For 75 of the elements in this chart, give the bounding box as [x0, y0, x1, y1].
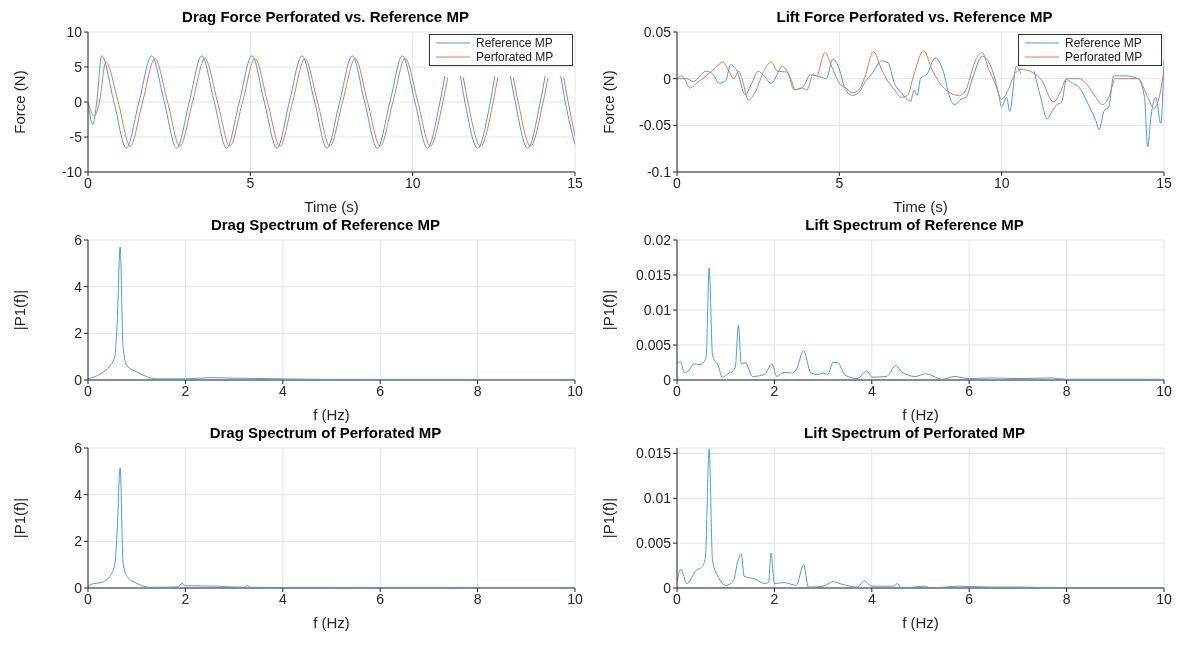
y-tick-label: 0 — [663, 579, 672, 596]
y-tick-label: 0.02 — [643, 231, 672, 248]
chart-title: Drag Spectrum of Reference MP — [210, 216, 441, 233]
x-tick-label: 6 — [965, 590, 974, 607]
y-tick-label: 0 — [74, 579, 83, 596]
y-tick-label: 0 — [663, 371, 672, 388]
chart-title: Drag Force Perforated vs. Reference MP — [182, 8, 469, 25]
x-tick-label: 4 — [278, 382, 287, 399]
x-tick-label: 6 — [965, 382, 974, 399]
x-tick-label: 4 — [867, 382, 876, 399]
legend-label: Reference MP — [476, 36, 553, 50]
y-tick-label: 0.005 — [635, 336, 672, 353]
x-tick-label: 2 — [770, 382, 779, 399]
y-tick-label: 0.015 — [635, 445, 672, 462]
y-tick-label: 4 — [74, 486, 83, 503]
y-tick-label: 0.05 — [643, 23, 672, 40]
y-tick-label: 0.01 — [643, 490, 672, 507]
y-tick-label: -5 — [69, 128, 83, 145]
x-tick-label: 6 — [376, 382, 385, 399]
x-tick-label: 8 — [1062, 590, 1071, 607]
x-tick-label: 5 — [835, 174, 844, 191]
x-tick-label: 10 — [1156, 590, 1172, 607]
x-tick-label: 8 — [1062, 382, 1071, 399]
chart-title: Drag Spectrum of Perforated MP — [209, 424, 442, 441]
x-tick-label: 8 — [473, 590, 482, 607]
y-tick-label: 0 — [74, 371, 83, 388]
y-tick-label: 6 — [74, 439, 83, 456]
y-axis-title: |P1(f)| — [600, 497, 618, 539]
x-tick-label: 10 — [567, 590, 583, 607]
y-axis-title: Force (N) — [600, 70, 618, 134]
y-axis-title: Force (N) — [11, 70, 29, 134]
chart-title: Lift Spectrum of Reference MP — [805, 216, 1024, 233]
legend-label: Reference MP — [1065, 36, 1142, 50]
x-axis-title: Time (s) — [304, 198, 359, 215]
x-tick-label: 10 — [567, 382, 583, 399]
y-tick-label: 0.005 — [635, 535, 672, 552]
y-tick-label: 0.01 — [643, 301, 672, 318]
y-tick-label: 4 — [74, 278, 83, 295]
x-axis-title: f (Hz) — [902, 406, 939, 423]
x-axis-title: Time (s) — [893, 198, 948, 215]
y-axis-title: |P1(f)| — [600, 289, 618, 331]
x-tick-label: 10 — [1156, 382, 1172, 399]
x-tick-label: 6 — [376, 590, 385, 607]
chart-title: Lift Spectrum of Perforated MP — [803, 424, 1026, 442]
x-tick-label: 2 — [181, 382, 190, 399]
y-tick-label: 2 — [74, 325, 83, 342]
legend-label: Perforated MP — [476, 50, 554, 64]
y-tick-label: 6 — [74, 231, 83, 248]
x-tick-label: 2 — [181, 590, 190, 607]
x-tick-label: 10 — [404, 174, 421, 191]
y-tick-label: 0.015 — [635, 266, 672, 283]
y-axis-title: |P1(f)| — [11, 497, 29, 539]
y-tick-label: 5 — [74, 58, 83, 75]
chart-title: Lift Force Perforated vs. Reference MP — [776, 8, 1053, 25]
x-tick-label: 5 — [246, 174, 255, 191]
x-axis-title: f (Hz) — [902, 614, 939, 631]
x-axis-title: f (Hz) — [313, 614, 350, 631]
x-tick-label: 2 — [770, 590, 779, 607]
x-tick-label: 10 — [993, 174, 1010, 191]
y-tick-label: 10 — [66, 23, 83, 40]
y-tick-label: 0 — [663, 70, 672, 87]
y-tick-label: -0.05 — [639, 117, 672, 134]
y-tick-label: -10 — [61, 163, 83, 180]
line-series — [677, 50, 1164, 110]
x-tick-label: 15 — [1156, 174, 1172, 191]
x-tick-label: 8 — [473, 382, 482, 399]
y-axis-title: |P1(f)| — [11, 289, 29, 331]
y-tick-label: 0 — [74, 93, 83, 110]
x-tick-label: 4 — [278, 590, 287, 607]
legend-label: Perforated MP — [1065, 50, 1143, 64]
x-tick-label: 4 — [867, 590, 876, 607]
x-tick-label: 15 — [567, 174, 583, 191]
y-tick-label: -0.1 — [646, 163, 672, 180]
x-axis-title: f (Hz) — [313, 406, 350, 423]
y-tick-label: 2 — [74, 533, 83, 550]
